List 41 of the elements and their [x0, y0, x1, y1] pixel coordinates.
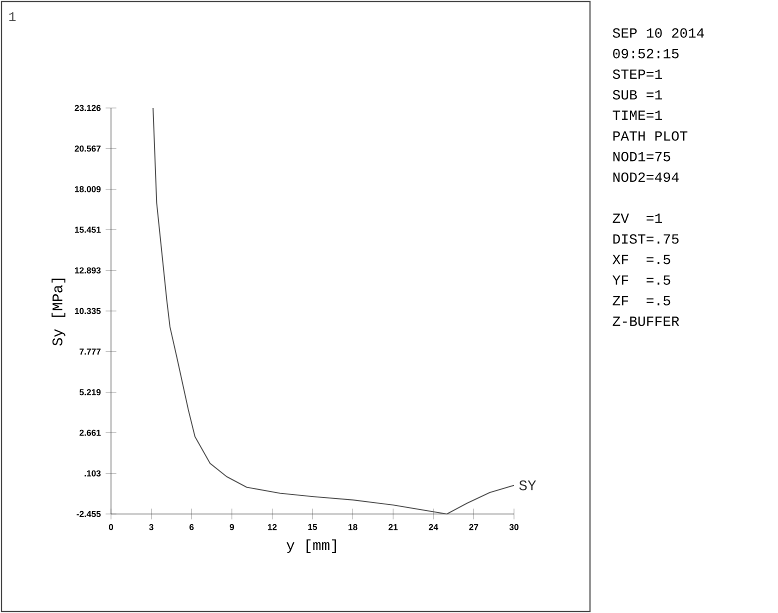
y-tick-label: 18.009 [75, 186, 101, 192]
y-tick-label: 23.126 [74, 104, 101, 112]
text: STEP=1 [612, 69, 662, 79]
x-tick-label: 12 [268, 524, 277, 530]
text: ZF =.5 [612, 296, 670, 306]
text: Z-BUFFER [612, 316, 680, 326]
y-tick-label: 15.451 [75, 226, 101, 233]
x-tick-label: 18 [348, 524, 358, 530]
x-tick-label: 21 [388, 524, 398, 530]
y-tick-label: -2.455 [76, 510, 101, 518]
y-tick-label: 10.335 [75, 308, 101, 314]
text: 09:52:15 [613, 48, 679, 58]
y-tick-label: 20.567 [74, 146, 101, 152]
text: SEP 10 2014 [612, 28, 704, 38]
text: DIST=.75 [613, 234, 679, 244]
y-axis-title: Sy [MPa] [52, 278, 66, 346]
y-tick-label: 12.893 [75, 267, 101, 274]
x-tick-label: 9 [230, 524, 234, 530]
text: SUB =1 [612, 90, 662, 100]
x-tick-label: 3 [149, 524, 154, 530]
text: XF =.5 [612, 254, 670, 264]
x-tick-label: 15 [308, 524, 318, 530]
series-label: SY [519, 480, 536, 490]
text: PATH PLOT [613, 131, 688, 141]
x-tick-label: 0 [108, 524, 114, 530]
y-tick-label: .103 [84, 470, 101, 476]
x-tick-label: 30 [509, 524, 518, 530]
x-tick-label: 27 [469, 524, 478, 530]
y-tick-label: 7.777 [80, 348, 101, 355]
text: NOD2=494 [613, 172, 679, 182]
text: NOD1=75 [613, 152, 670, 162]
x-tick-label: 24 [428, 524, 438, 530]
text: 1 [9, 12, 16, 22]
text: TIME=1 [612, 110, 662, 120]
text: YF =.5 [612, 275, 670, 285]
y-tick-label: 2.661 [80, 430, 101, 436]
line-series [152, 107, 515, 515]
x-axis-title: y [mm] [286, 539, 336, 553]
y-tick-label: 5.219 [80, 389, 101, 396]
text: ZV =1 [612, 214, 662, 223]
x-tick-label: 6 [190, 524, 194, 530]
